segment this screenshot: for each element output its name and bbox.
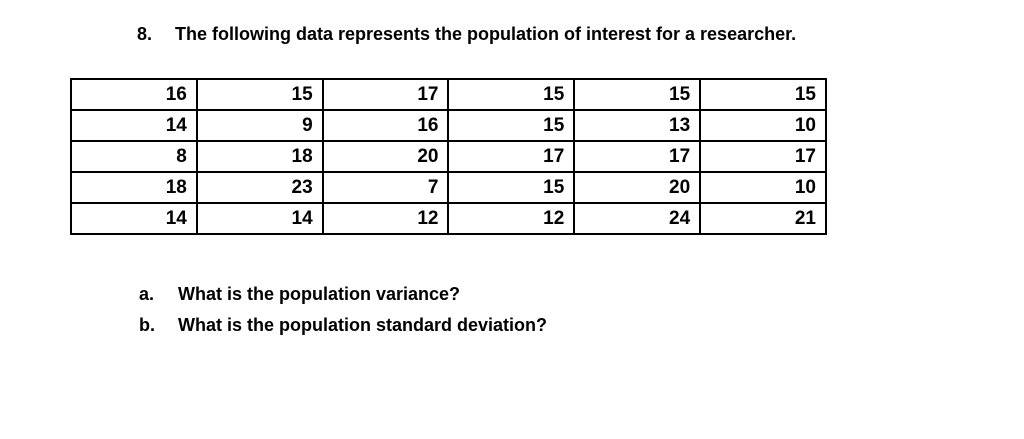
table-row: 16 15 17 15 15 15 <box>70 78 827 111</box>
question-a-label: a. <box>139 284 155 304</box>
table-row: 14 14 12 12 24 21 <box>70 202 827 235</box>
table-cell: 15 <box>195 78 324 111</box>
problem-statement: 8. The following data represents the pop… <box>137 24 796 45</box>
table-cell: 14 <box>70 202 198 235</box>
table-cell: 17 <box>573 140 702 173</box>
table-cell: 18 <box>195 140 324 173</box>
question-a-text: What is the population variance? <box>178 284 461 304</box>
table-cell: 17 <box>321 78 450 111</box>
data-table-body: 16 15 17 15 15 15 14 9 16 15 13 10 8 18 … <box>70 78 827 235</box>
table-cell: 20 <box>573 171 702 204</box>
table-cell: 9 <box>195 109 324 142</box>
table-cell: 15 <box>447 171 576 204</box>
table-cell: 10 <box>699 109 827 142</box>
table-cell: 24 <box>573 202 702 235</box>
table-cell: 15 <box>699 78 827 111</box>
table-cell: 10 <box>699 171 827 204</box>
table-cell: 16 <box>70 78 198 111</box>
table-cell: 12 <box>321 202 450 235</box>
table-cell: 20 <box>321 140 450 173</box>
table-cell: 16 <box>321 109 450 142</box>
table-row: 8 18 20 17 17 17 <box>70 140 827 173</box>
table-cell: 8 <box>70 140 198 173</box>
questions-list: a. What is the population variance? b. W… <box>139 279 547 341</box>
question-b: b. What is the population standard devia… <box>139 310 547 341</box>
problem-text: The following data represents the popula… <box>175 24 797 44</box>
table-cell: 17 <box>447 140 576 173</box>
problem-number: 8. <box>137 24 153 44</box>
table-row: 18 23 7 15 20 10 <box>70 171 827 204</box>
table-cell: 17 <box>699 140 827 173</box>
question-b-text: What is the population standard deviatio… <box>178 315 548 335</box>
table-row: 14 9 16 15 13 10 <box>70 109 827 142</box>
table-cell: 12 <box>447 202 576 235</box>
table-cell: 23 <box>195 171 324 204</box>
table-cell: 14 <box>70 109 198 142</box>
table-cell: 7 <box>321 171 450 204</box>
question-a: a. What is the population variance? <box>139 279 547 310</box>
table-cell: 15 <box>447 109 576 142</box>
table-cell: 21 <box>699 202 827 235</box>
table-cell: 15 <box>447 78 576 111</box>
question-b-label: b. <box>139 315 155 335</box>
data-table: 16 15 17 15 15 15 14 9 16 15 13 10 8 18 … <box>70 78 827 235</box>
table-cell: 18 <box>70 171 198 204</box>
table-cell: 15 <box>573 78 702 111</box>
table-cell: 14 <box>195 202 324 235</box>
table-cell: 13 <box>573 109 702 142</box>
